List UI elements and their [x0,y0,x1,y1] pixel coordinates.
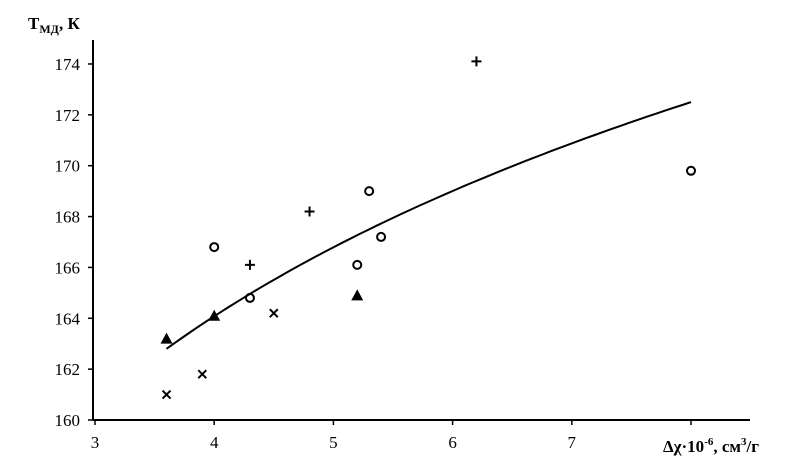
y-tick-label: 166 [55,258,81,277]
plus-point [244,259,255,270]
y-tick-label: 162 [55,360,81,379]
circle-point [209,242,220,253]
y-tick-label: 168 [55,208,81,227]
trend-line [165,101,692,350]
y-tick-label: 164 [55,309,81,328]
y-tick-label: 172 [55,106,81,125]
y-axis-label: TМД, К [28,14,80,36]
triangle-point [208,309,221,321]
x-tick-label: 6 [448,433,457,452]
y-tick-label: 170 [55,157,81,176]
y-tick-label: 174 [55,55,81,74]
circle-point [244,292,255,303]
cross-point [161,389,172,400]
x-tick-label: 3 [91,433,100,452]
plus-point [471,56,482,67]
cross-point [269,308,279,318]
circle-point [376,231,387,242]
circle-point [686,165,696,176]
x-tick-label: 4 [210,433,219,452]
triangle-point [160,332,173,344]
x-axis-label: Δχ·10-6, см3/г [663,436,759,456]
x-tick-label: 5 [329,433,338,452]
y-tick-label: 160 [55,411,81,430]
plus-point [304,206,315,217]
triangle-point [351,289,364,301]
cross-point [197,369,207,379]
circle-point [352,259,363,270]
x-tick-label: 7 [568,433,577,452]
circle-point [364,186,375,197]
